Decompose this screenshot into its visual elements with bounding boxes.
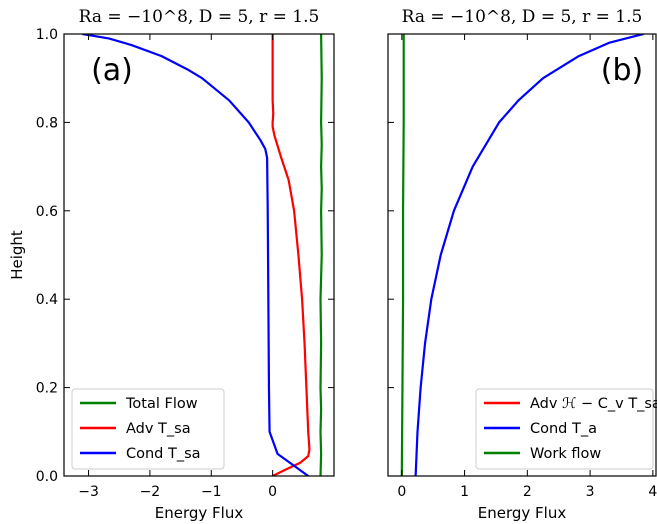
- legend: Adv ℋ − C_v T_sa Cond T_a Work flow: [475, 388, 657, 470]
- x-tick-label: −1: [201, 484, 222, 500]
- legend-box: [71, 388, 225, 470]
- x-axis-label: Energy Flux: [478, 504, 567, 522]
- series-line-1: [414, 34, 644, 476]
- series-line-2: [82, 34, 309, 476]
- y-tick-label: 0.8: [36, 115, 58, 131]
- x-tick-label: 1: [460, 484, 469, 500]
- chart-title: Ra = −10^8, D = 5, r = 1.5: [402, 7, 643, 27]
- x-tick-label: 4: [648, 484, 657, 500]
- legend-entry: Adv T_sa: [126, 421, 191, 437]
- x-tick-label: −2: [140, 484, 161, 500]
- y-tick-label: 0.2: [36, 381, 58, 397]
- chart-title: Ra = −10^8, D = 5, r = 1.5: [79, 7, 320, 27]
- series-line-2: [400, 34, 405, 476]
- legend-entry: Adv ℋ − C_v T_sa: [530, 396, 657, 412]
- x-tick-label: 2: [523, 484, 532, 500]
- legend-entry: Total Flow: [125, 396, 198, 412]
- legend-box: [475, 388, 654, 470]
- y-axis-label: Height: [8, 230, 26, 280]
- series-line-1: [271, 34, 311, 476]
- panel-a: Ra = −10^8, D = 5, r = 1.5 −3 −2 −1 0 0.0 0.2 0…: [8, 7, 335, 522]
- x-tick-label: 3: [586, 484, 595, 500]
- plot-frame: [63, 33, 335, 477]
- panel-b: Ra = −10^8, D = 5, r = 1.5 0 1 2 3 4 Energy Fl…: [387, 7, 657, 522]
- y-tick-label: 0.0: [36, 469, 58, 485]
- panel-label: (b): [601, 53, 643, 88]
- y-tick-label: 1.0: [36, 27, 58, 43]
- plot-frame: [387, 33, 657, 477]
- legend-entry: Cond T_a: [530, 421, 597, 437]
- x-tick-label: −3: [78, 484, 99, 500]
- legend: Total Flow Adv T_sa Cond T_sa: [71, 388, 225, 470]
- x-axis-label: Energy Flux: [155, 504, 244, 522]
- y-tick-label: 0.4: [36, 292, 58, 308]
- y-tick-label: 0.6: [36, 204, 58, 220]
- x-tick-label: 0: [268, 484, 277, 500]
- series-lines: [82, 34, 323, 476]
- x-tick-label: 0: [397, 484, 406, 500]
- panel-label: (a): [91, 53, 133, 88]
- legend-entry: Work flow: [530, 446, 601, 462]
- legend-entry: Cond T_sa: [126, 446, 201, 462]
- series-line-0: [319, 34, 323, 476]
- series-lines: [400, 34, 644, 476]
